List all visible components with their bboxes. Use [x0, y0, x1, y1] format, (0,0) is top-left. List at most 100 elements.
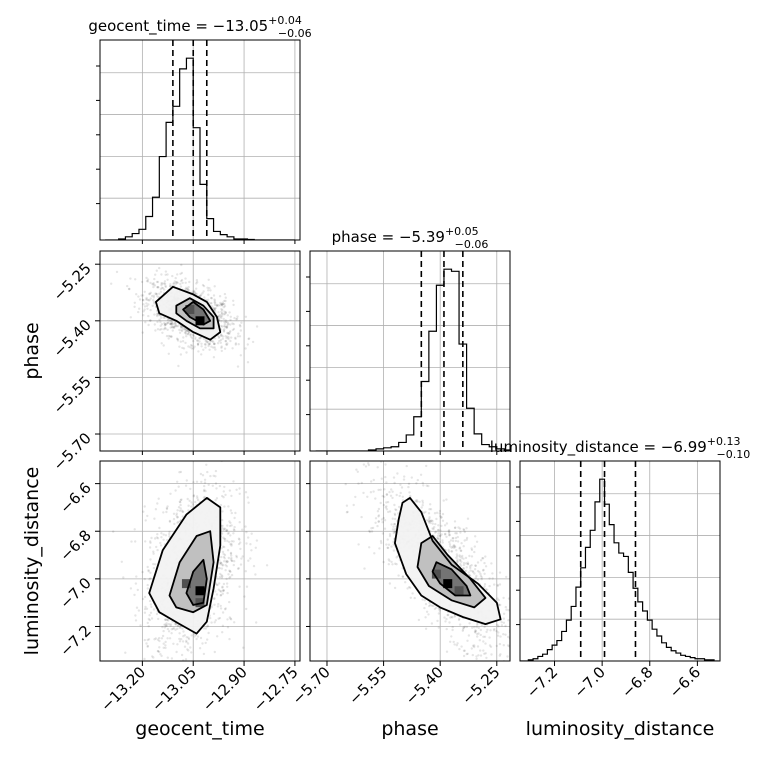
sample-point [207, 631, 210, 635]
sample-point [169, 624, 172, 627]
sample-point [179, 470, 183, 474]
sample-point [157, 617, 160, 621]
sample-point [182, 336, 185, 339]
sample-point [144, 321, 147, 324]
sample-point [178, 345, 181, 348]
sample-point [145, 302, 148, 305]
sample-point [488, 636, 491, 639]
sample-point [166, 656, 169, 659]
sample-point [144, 298, 148, 301]
sample-point [135, 575, 138, 578]
sample-point [214, 301, 217, 305]
sample-point [401, 499, 405, 502]
sample-point [216, 605, 220, 608]
sample-point [148, 546, 152, 549]
sample-point [164, 644, 167, 647]
sample-point [180, 271, 184, 275]
sample-point [222, 329, 226, 332]
sample-point [152, 550, 155, 553]
sample-point [455, 644, 458, 647]
sample-point [383, 527, 387, 530]
sample-point [179, 272, 182, 276]
sample-point [423, 606, 426, 610]
sample-point [484, 565, 488, 568]
sample-point [162, 288, 166, 291]
sample-point [219, 304, 222, 307]
sample-point [146, 514, 149, 518]
sample-point [209, 340, 212, 343]
sample-point [180, 279, 183, 283]
sample-point [446, 613, 449, 617]
sample-point [390, 523, 393, 526]
sample-point [411, 592, 414, 595]
sample-point [207, 293, 210, 296]
y-tick-label: −5.25 [50, 259, 95, 304]
sample-point [185, 479, 188, 482]
sample-point [496, 597, 499, 600]
sample-point [230, 573, 234, 577]
sample-point [238, 492, 241, 495]
sample-point [187, 509, 190, 512]
sample-point [183, 331, 187, 334]
sample-point [385, 493, 388, 496]
sample-point [181, 515, 184, 518]
sample-point [476, 561, 480, 564]
sample-point [431, 522, 434, 525]
sample-point [173, 321, 177, 324]
sample-point [170, 323, 173, 326]
sample-point [447, 548, 450, 552]
sample-point [225, 565, 229, 568]
sample-point [526, 633, 528, 635]
sample-point [383, 488, 386, 491]
sample-point [213, 307, 216, 311]
sample-point [174, 282, 178, 285]
sample-point [461, 629, 464, 632]
sample-point [165, 618, 168, 622]
y-tick-label: −5.40 [50, 316, 95, 361]
sample-point [196, 339, 199, 342]
sample-point [219, 503, 223, 507]
sample-point [483, 583, 487, 586]
sample-point [425, 610, 429, 613]
sample-point [164, 270, 168, 273]
sample-point [152, 686, 154, 688]
sample-point [221, 550, 225, 554]
sample-point [220, 316, 223, 320]
sample-point [142, 314, 145, 317]
sample-point [427, 521, 431, 524]
sample-point [228, 489, 232, 492]
sample-point [502, 644, 505, 647]
sample-point [245, 531, 248, 534]
sample-point [154, 637, 157, 640]
sample-point [490, 653, 493, 656]
sample-point [220, 310, 223, 313]
sample-point [196, 635, 200, 638]
sample-point [166, 618, 169, 621]
sample-point [175, 512, 178, 515]
sample-point [147, 570, 150, 573]
sample-point [432, 527, 435, 531]
sample-point [393, 503, 396, 507]
sample-point [185, 286, 188, 289]
sample-point [466, 517, 470, 520]
sample-point [547, 711, 549, 713]
sample-point [466, 562, 470, 566]
sample-point [370, 530, 374, 533]
sample-point [220, 562, 223, 565]
sample-point [389, 494, 393, 497]
sample-point [147, 569, 150, 572]
sample-point [252, 564, 256, 568]
sample-point [448, 621, 451, 624]
sample-point [436, 534, 440, 537]
sample-point [153, 300, 156, 304]
sample-point [180, 278, 184, 282]
histogram-luminosity_distance [520, 478, 719, 661]
sample-point [235, 554, 238, 558]
sample-point [226, 532, 230, 535]
sample-point [159, 287, 162, 291]
sample-point [228, 600, 231, 604]
sample-point [381, 494, 384, 498]
sample-point [451, 628, 454, 632]
sample-point [186, 289, 189, 292]
